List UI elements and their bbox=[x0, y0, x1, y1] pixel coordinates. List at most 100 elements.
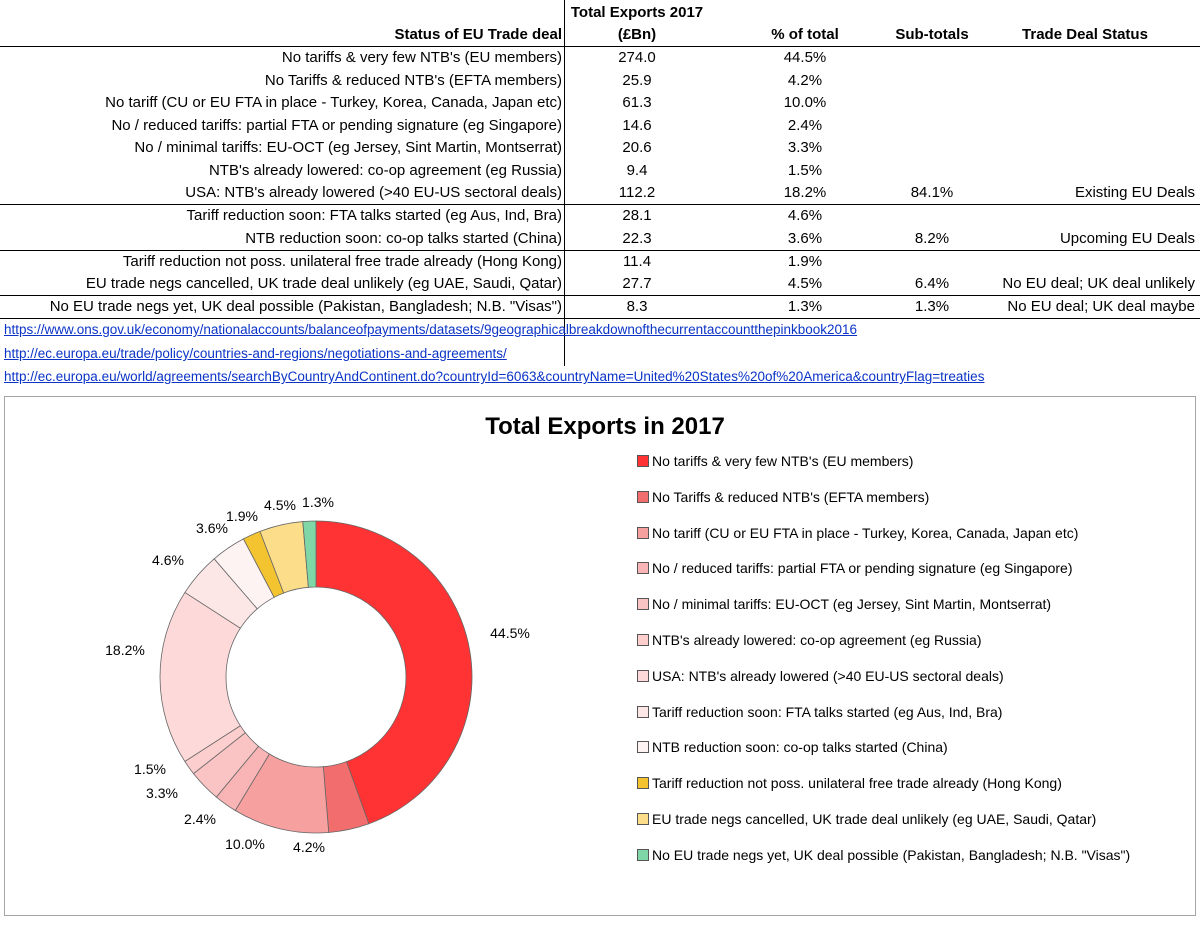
slice-data-label: 4.5% bbox=[264, 497, 296, 513]
table-row-partial-fta: No / reduced tariffs: partial FTA or pen… bbox=[0, 115, 1200, 137]
row-deal-status bbox=[955, 251, 1195, 273]
legend-item: EU trade negs cancelled, UK trade deal u… bbox=[637, 809, 1096, 829]
chart-area[interactable]: Total Exports in 2017 44.5% 4.2% 10.0% 2.4%… bbox=[4, 396, 1196, 916]
row-exports: 11.4 bbox=[622, 253, 652, 270]
row-pct: 4.2% bbox=[787, 71, 823, 89]
legend-label: No / reduced tariffs: partial FTA or pen… bbox=[652, 560, 1073, 577]
header-deal-status: Trade Deal Status bbox=[1022, 26, 1148, 43]
row-pct: 3.3% bbox=[787, 139, 823, 156]
legend-swatch bbox=[637, 562, 649, 575]
row-deal-status bbox=[955, 70, 1195, 92]
chart-title: Total Exports in 2017 bbox=[485, 413, 725, 440]
donut-chart: Total Exports in 2017 44.5% 4.2% 10.0% 2.4%… bbox=[105, 413, 725, 855]
legend-item: No tariff (CU or EU FTA in place - Turke… bbox=[637, 523, 1078, 543]
table-row-efta-members: No Tariffs & reduced NTB's (EFTA members… bbox=[0, 70, 1200, 92]
legend-label: NTB reduction soon: co-op talks started … bbox=[652, 739, 948, 756]
row-deal-status bbox=[955, 115, 1195, 137]
row-pct: 44.5% bbox=[783, 49, 827, 66]
table-row-gulf: EU trade negs cancelled, UK trade deal u… bbox=[0, 273, 1200, 295]
row-exports: 14.6 bbox=[622, 116, 652, 134]
legend-item: No / minimal tariffs: EU-OCT (eg Jersey,… bbox=[637, 594, 1051, 614]
row-deal-status bbox=[955, 92, 1195, 114]
row-pct: 4.6% bbox=[787, 207, 823, 224]
row-exports: 112.2 bbox=[618, 184, 656, 201]
donut-slice[interactable] bbox=[315, 520, 473, 825]
legend-label: NTB's already lowered: co-op agreement (… bbox=[652, 632, 982, 648]
legend-item: No Tariffs & reduced NTB's (EFTA members… bbox=[637, 487, 929, 507]
slice-data-label: 44.5% bbox=[490, 625, 530, 641]
slice-data-label: 10.0% bbox=[225, 836, 265, 852]
row-label: No EU trade negs yet, UK deal possible (… bbox=[49, 298, 562, 315]
row-subtotal: 8.2% bbox=[914, 229, 950, 247]
row-exports: 22.3 bbox=[622, 229, 652, 247]
row-label: Tariff reduction soon: FTA talks started… bbox=[186, 207, 562, 224]
source-link-ec-usa-agreements[interactable]: http://ec.europa.eu/world/agreements/sea… bbox=[4, 369, 985, 384]
donut-slice[interactable] bbox=[302, 520, 317, 588]
row-label: No tariff (CU or EU FTA in place - Turke… bbox=[105, 94, 562, 111]
group-divider-maybe bbox=[0, 318, 1200, 319]
row-exports: 27.7 bbox=[622, 275, 652, 292]
row-exports: 9.4 bbox=[626, 161, 648, 179]
header-total-exports: Total Exports 2017 bbox=[570, 4, 704, 21]
donut-slices bbox=[159, 520, 473, 834]
row-pct: 18.2% bbox=[783, 184, 827, 201]
slice-data-label: 1.3% bbox=[302, 494, 334, 510]
row-exports: 25.9 bbox=[622, 71, 652, 89]
header-pct: % of total bbox=[771, 26, 839, 43]
row-pct: 3.6% bbox=[787, 229, 823, 247]
row-deal-status bbox=[955, 160, 1195, 182]
row-exports: 20.6 bbox=[622, 139, 652, 156]
table-row-fta-in-place: No tariff (CU or EU FTA in place - Turke… bbox=[0, 92, 1200, 114]
header-exports-unit: (£Bn) bbox=[617, 26, 657, 43]
source-link-ons[interactable]: https://www.ons.gov.uk/economy/nationala… bbox=[4, 322, 858, 337]
row-subtotal: 6.4% bbox=[914, 275, 950, 292]
legend-label: EU trade negs cancelled, UK trade deal u… bbox=[652, 811, 1097, 827]
legend-label: No tariff (CU or EU FTA in place - Turke… bbox=[652, 524, 1079, 541]
row-pct: 1.5% bbox=[787, 161, 823, 179]
row-label: No / minimal tariffs: EU-OCT (eg Jersey,… bbox=[134, 139, 562, 156]
group-divider-existing bbox=[0, 204, 1200, 205]
row-exports: 28.1 bbox=[622, 207, 652, 224]
legend-label: No / minimal tariffs: EU-OCT (eg Jersey,… bbox=[652, 596, 1052, 613]
legend-item: Tariff reduction soon: FTA talks started… bbox=[637, 702, 1002, 722]
header-status: Status of EU Trade deal bbox=[394, 26, 562, 43]
row-subtotal: 84.1% bbox=[910, 184, 954, 201]
legend-item: No EU trade negs yet, UK deal possible (… bbox=[637, 845, 1130, 865]
legend-label: No EU trade negs yet, UK deal possible (… bbox=[652, 846, 1131, 863]
row-label: USA: NTB's already lowered (>40 EU-US se… bbox=[185, 184, 562, 201]
legend-item: No / reduced tariffs: partial FTA or pen… bbox=[637, 558, 1073, 578]
row-label: No / reduced tariffs: partial FTA or pen… bbox=[111, 116, 562, 134]
legend-swatch bbox=[637, 705, 649, 718]
slice-data-label: 3.3% bbox=[146, 785, 178, 801]
row-pct: 1.9% bbox=[787, 253, 823, 270]
legend-swatch bbox=[637, 598, 649, 611]
header-row: Status of EU Trade deal (£Bn) % of total… bbox=[0, 24, 1200, 46]
slice-data-label: 4.2% bbox=[293, 839, 325, 855]
table-row-co-op-agreement: NTB's already lowered: co-op agreement (… bbox=[0, 160, 1200, 182]
slice-data-label: 4.6% bbox=[152, 552, 184, 568]
legend-swatch bbox=[637, 777, 649, 790]
table-row-pakistan-bangladesh: No EU trade negs yet, UK deal possible (… bbox=[0, 296, 1200, 318]
legend-label: Tariff reduction soon: FTA talks started… bbox=[652, 703, 1003, 720]
legend-swatch bbox=[637, 634, 649, 646]
legend-item: NTB's already lowered: co-op agreement (… bbox=[637, 630, 982, 650]
row-deal-status: No EU deal; UK deal unlikely bbox=[1002, 275, 1195, 292]
row-deal-status bbox=[955, 205, 1195, 227]
legend-label: Tariff reduction not poss. unilateral fr… bbox=[652, 775, 1062, 792]
row-label: Tariff reduction not poss. unilateral fr… bbox=[122, 253, 562, 270]
table-row-hong-kong: Tariff reduction not poss. unilateral fr… bbox=[0, 251, 1200, 273]
legend-label: No Tariffs & reduced NTB's (EFTA members… bbox=[652, 488, 930, 505]
slice-data-label: 1.9% bbox=[226, 508, 258, 524]
row-label: EU trade negs cancelled, UK trade deal u… bbox=[85, 275, 562, 292]
header-divider bbox=[0, 46, 1200, 47]
row-label: NTB's already lowered: co-op agreement (… bbox=[208, 161, 562, 179]
row-exports: 274.0 bbox=[618, 49, 656, 66]
source-link-ec-negotiations[interactable]: http://ec.europa.eu/trade/policy/countri… bbox=[4, 346, 507, 361]
legend-item: NTB reduction soon: co-op talks started … bbox=[637, 737, 948, 757]
legend-swatch bbox=[637, 741, 649, 754]
legend-swatch bbox=[637, 490, 649, 503]
row-deal-status bbox=[955, 137, 1195, 159]
slice-data-label: 1.5% bbox=[134, 761, 166, 777]
table-row-eu-members: No tariffs & very few NTB's (EU members)… bbox=[0, 47, 1200, 69]
legend-item: No tariffs & very few NTB's (EU members) bbox=[637, 451, 913, 471]
